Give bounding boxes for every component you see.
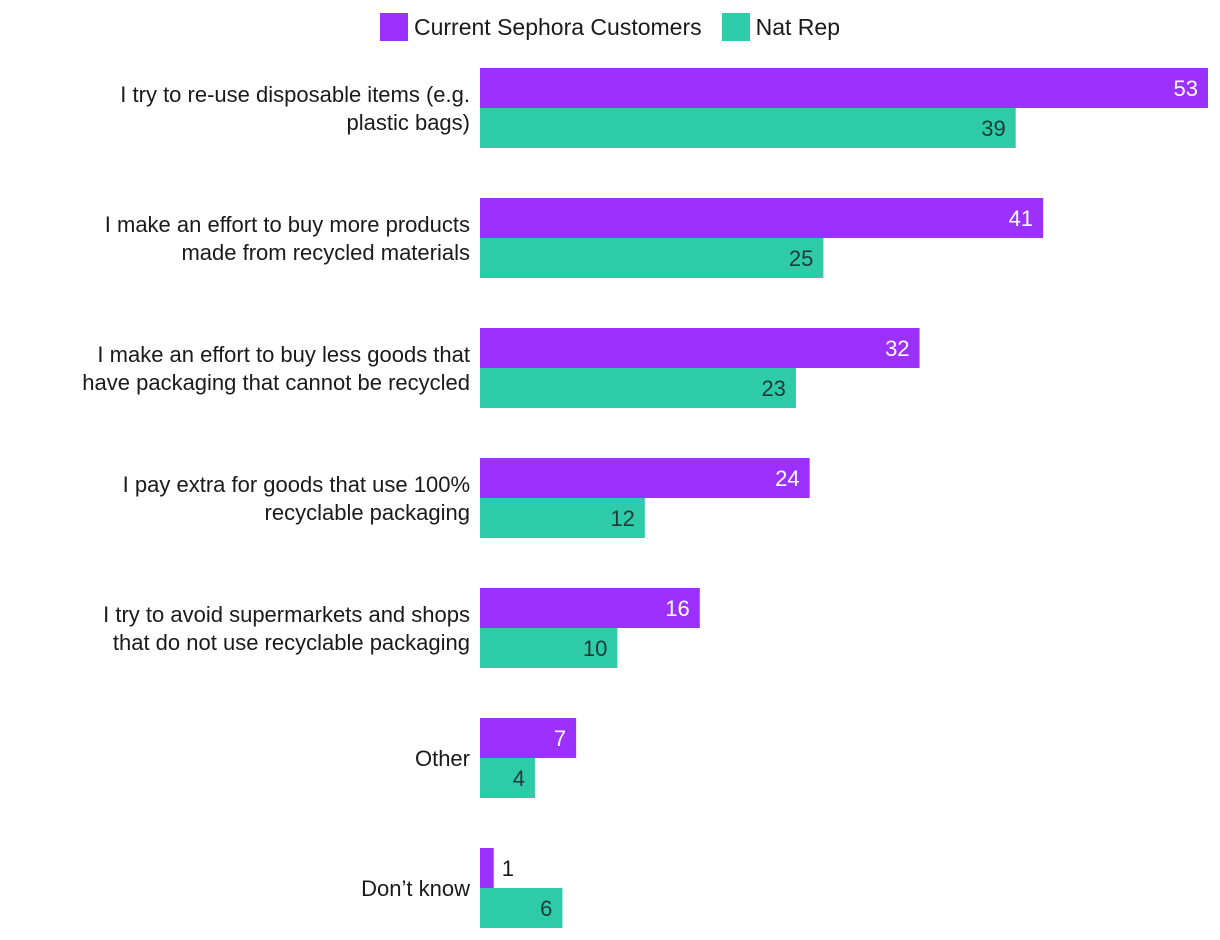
category-label-line: Don’t know <box>361 876 470 901</box>
value-label-nat-rep-i-make-an-effort-to-buy-more-products-ma: 25 <box>789 246 813 271</box>
legend-swatch-current-sephora <box>380 13 408 41</box>
category-label-line: Other <box>415 746 470 771</box>
value-label-nat-rep-i-pay-extra-for-goods-that-use-100-recyc: 12 <box>610 506 634 531</box>
category-label-line: have packaging that cannot be recycled <box>82 370 470 395</box>
value-label-current-sephora-customers-i-try-to-re-use-disposable-items-e-g-pla: 53 <box>1174 76 1198 101</box>
bar-nat-rep-i-pay-extra-for-goods-that-use-100-recyc <box>480 498 645 538</box>
value-label-current-sephora-customers-don-t-know: 1 <box>502 856 514 881</box>
category-label-line: I try to re-use disposable items (e.g. <box>120 82 470 107</box>
value-label-nat-rep-i-try-to-avoid-supermarkets-and-shops-th: 10 <box>583 636 607 661</box>
bar-current-sephora-customers-i-try-to-avoid-supermarkets-and-shops-th <box>480 588 700 628</box>
category-label-i-pay-extra-for-goods-that-use-100-recyc: I pay extra for goods that use 100% recyc… <box>123 472 470 525</box>
bar-nat-rep-i-make-an-effort-to-buy-more-products-ma <box>480 238 824 278</box>
category-label-line: I make an effort to buy more products <box>105 212 470 237</box>
category-label-line: I pay extra for goods that use 100% <box>123 472 470 497</box>
value-label-nat-rep-don-t-know: 6 <box>540 896 552 921</box>
category-label-line: made from recycled materials <box>181 240 470 265</box>
category-label-i-make-an-effort-to-buy-more-products-ma: I make an effort to buy more products mad… <box>105 212 470 265</box>
bar-nat-rep-i-make-an-effort-to-buy-less-goods-that- <box>480 368 796 408</box>
legend-item-current-sephora: Current Sephora Customers <box>380 13 702 41</box>
category-label-line: I make an effort to buy less goods that <box>97 342 470 367</box>
bar-nat-rep-other <box>480 758 535 798</box>
category-label-i-try-to-avoid-supermarkets-and-shops-th: I try to avoid supermarkets and shops tha… <box>103 602 470 655</box>
legend-item-nat-rep: Nat Rep <box>721 13 840 41</box>
category-label-i-make-an-effort-to-buy-less-goods-that-: I make an effort to buy less goods that h… <box>82 342 470 395</box>
legend-label-current-sephora: Current Sephora Customers <box>414 13 702 40</box>
legend-label-nat-rep: Nat Rep <box>755 13 840 40</box>
legend: Current Sephora Customers Nat Rep <box>0 10 1220 44</box>
value-label-nat-rep-other: 4 <box>513 766 525 791</box>
bar-current-sephora-customers-other <box>480 718 577 758</box>
category-label-i-try-to-re-use-disposable-items-e-g-pla: I try to re-use disposable items (e.g. pl… <box>120 82 470 135</box>
bar-nat-rep-i-try-to-re-use-disposable-items-e-g-pla <box>480 108 1016 148</box>
value-label-current-sephora-customers-i-try-to-avoid-supermarkets-and-shops-th: 16 <box>665 596 689 621</box>
bar-nat-rep-don-t-know <box>480 888 563 928</box>
bar-current-sephora-customers-i-pay-extra-for-goods-that-use-100-recyc <box>480 458 810 498</box>
value-label-nat-rep-i-try-to-re-use-disposable-items-e-g-pla: 39 <box>981 116 1005 141</box>
value-label-current-sephora-customers-i-make-an-effort-to-buy-more-products-ma: 41 <box>1009 206 1033 231</box>
bar-current-sephora-customers-i-make-an-effort-to-buy-more-products-ma <box>480 198 1044 238</box>
category-label-other: Other <box>415 746 470 771</box>
category-label-line: plastic bags) <box>346 110 470 135</box>
category-label-line: I try to avoid supermarkets and shops <box>103 602 470 627</box>
bar-current-sephora-customers-i-make-an-effort-to-buy-less-goods-that- <box>480 328 920 368</box>
category-label-line: recyclable packaging <box>265 500 470 525</box>
value-label-current-sephora-customers-i-make-an-effort-to-buy-less-goods-that-: 32 <box>885 336 909 361</box>
bar-current-sephora-customers-i-try-to-re-use-disposable-items-e-g-pla <box>480 68 1208 108</box>
category-label-don-t-know: Don’t know <box>361 876 470 901</box>
value-label-nat-rep-i-make-an-effort-to-buy-less-goods-that-: 23 <box>761 376 785 401</box>
legend-swatch-nat-rep <box>721 13 750 41</box>
category-label-line: that do not use recyclable packaging <box>113 630 470 655</box>
bar-current-sephora-customers-don-t-know <box>480 848 494 888</box>
bar-nat-rep-i-try-to-avoid-supermarkets-and-shops-th <box>480 628 618 668</box>
value-label-current-sephora-customers-other: 7 <box>554 726 566 751</box>
value-label-current-sephora-customers-i-pay-extra-for-goods-that-use-100-recyc: 24 <box>775 466 799 491</box>
